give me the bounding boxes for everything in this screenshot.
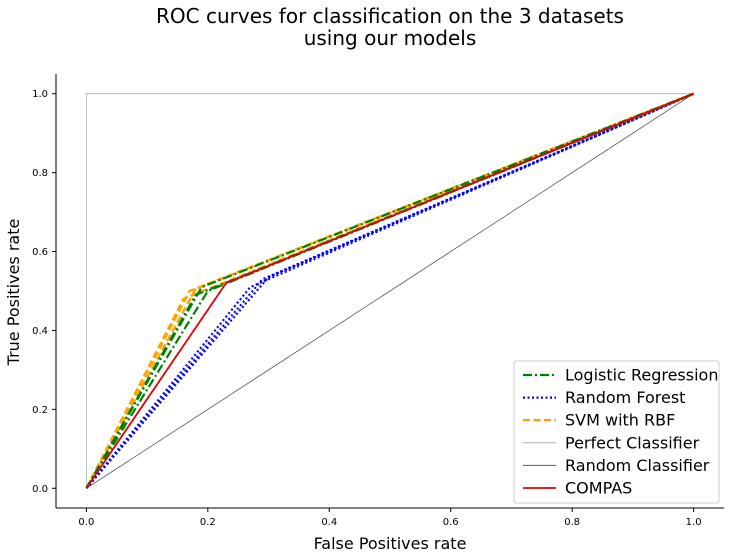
x-tick-label: 0.6 bbox=[443, 517, 459, 528]
x-tick-label: 0.4 bbox=[321, 517, 337, 528]
y-tick-label: 1.0 bbox=[32, 89, 48, 100]
legend-box bbox=[513, 360, 720, 504]
plot-area bbox=[85, 92, 695, 490]
series-line-perfect-classifier-0 bbox=[86, 93, 694, 489]
x-tick-label: 0.2 bbox=[200, 517, 216, 528]
legend-label-perfect-classifier: Perfect Classifier bbox=[565, 433, 700, 452]
series-line-logistic-regression-1 bbox=[85, 92, 695, 489]
legend-label-svm-with-rbf: SVM with RBF bbox=[565, 411, 675, 430]
chart-title-line1: ROC curves for classification on the 3 d… bbox=[156, 4, 624, 28]
series-line-random-classifier-0 bbox=[86, 93, 694, 489]
legend: Logistic Regression Random Forest SVM with… bbox=[513, 360, 720, 504]
legend-label-random-classifier: Random Classifier bbox=[565, 456, 710, 475]
x-tick-label: 0.0 bbox=[78, 517, 94, 528]
y-tick-label: 0.8 bbox=[32, 168, 48, 179]
y-tick-label: 0.4 bbox=[32, 326, 48, 337]
x-tick-label: 1.0 bbox=[686, 517, 702, 528]
legend-label-random-forest: Random Forest bbox=[565, 388, 685, 407]
chart-title-line2: using our models bbox=[304, 26, 477, 50]
x-axis-label: False Positives rate bbox=[314, 534, 467, 553]
axes: 0.0 0.2 0.4 0.6 0.8 1.0 0.0 0.2 0.4 0.6 0.8 1.0 bbox=[32, 74, 724, 528]
y-tick-label: 0.2 bbox=[32, 405, 48, 416]
legend-label-logistic-regression: Logistic Regression bbox=[565, 366, 718, 385]
legend-label-compas: COMPAS bbox=[565, 479, 632, 498]
y-tick-label: 0.0 bbox=[32, 484, 48, 495]
x-tick-label: 0.8 bbox=[564, 517, 580, 528]
series-line-compas-0 bbox=[85, 92, 694, 489]
y-axis-label: True Positives rate bbox=[4, 219, 23, 367]
y-tick-label: 0.6 bbox=[32, 247, 48, 258]
